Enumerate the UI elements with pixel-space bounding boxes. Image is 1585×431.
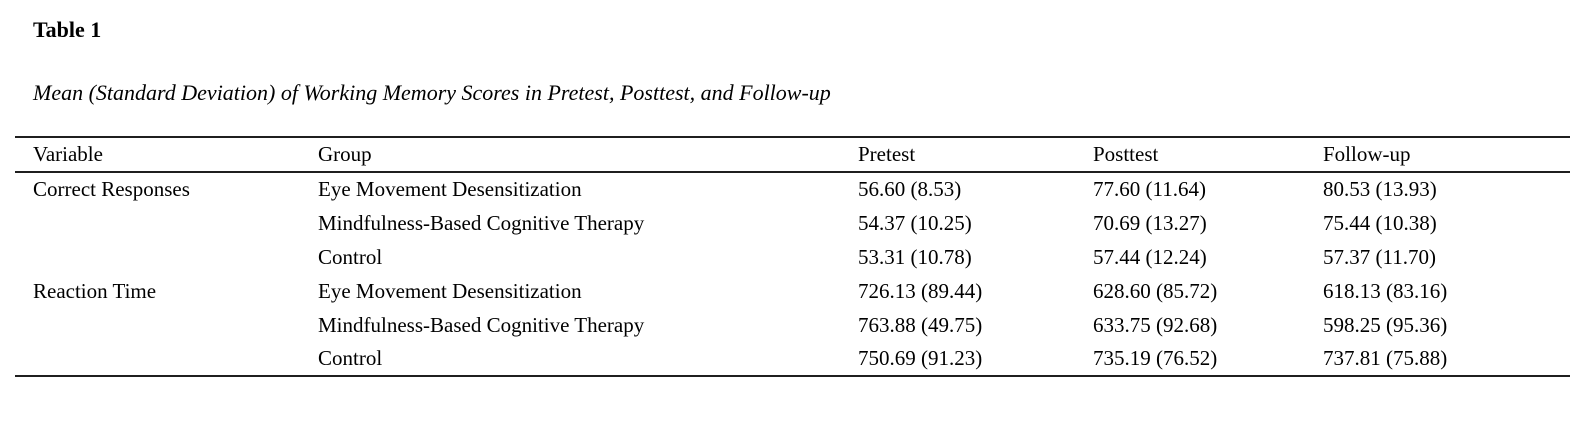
cell-pretest: 54.37 (10.25) (858, 210, 972, 235)
cell-posttest: 57.44 (12.24) (1093, 244, 1207, 269)
cell-posttest: 628.60 (85.72) (1093, 278, 1218, 303)
document-page: Table 1 Mean (Standard Deviation) of Wor… (0, 17, 1585, 431)
cell-group: Mindfulness-Based Cognitive Therapy (318, 312, 645, 337)
cell-group: Eye Movement Desensitization (318, 177, 582, 201)
cell-group: Eye Movement Desensitization (318, 278, 582, 303)
table-row: Reaction Time Eye Movement Desensitizati… (15, 274, 1570, 308)
cell-posttest: 70.69 (13.27) (1093, 210, 1207, 235)
cell-variable (15, 206, 300, 240)
cell-pretest: 53.31 (10.78) (858, 244, 972, 269)
column-header-group: Group (300, 137, 840, 173)
cell-followup: 57.37 (11.70) (1323, 244, 1436, 269)
cell-followup: 598.25 (95.36) (1323, 312, 1448, 337)
table-row: Mindfulness-Based Cognitive Therapy 763.… (15, 308, 1570, 342)
table-caption: Mean (Standard Deviation) of Working Mem… (33, 80, 831, 105)
cell-variable (15, 240, 300, 274)
cell-pretest: 726.13 (89.44) (858, 278, 983, 303)
cell-variable: Reaction Time (33, 278, 157, 303)
table-row: Correct Responses Eye Movement Desensiti… (15, 172, 1570, 206)
table-row: Control 53.31 (10.78) 57.44 (12.24) 57.3… (15, 240, 1570, 274)
cell-pretest: 56.60 (8.53) (858, 177, 962, 201)
cell-posttest: 633.75 (92.68) (1093, 312, 1218, 337)
column-header-posttest: Posttest (1075, 137, 1305, 173)
cell-group: Control (318, 244, 383, 269)
cell-variable (15, 342, 300, 376)
header-row: Variable Group Pretest Posttest Follow-u… (15, 137, 1570, 173)
table-row: Control 750.69 (91.23) 735.19 (76.52) 73… (15, 342, 1570, 376)
cell-followup: 80.53 (13.93) (1323, 177, 1437, 201)
cell-group: Mindfulness-Based Cognitive Therapy (318, 210, 645, 235)
cell-followup: 618.13 (83.16) (1323, 278, 1448, 303)
cell-pretest: 763.88 (49.75) (858, 312, 983, 337)
column-header-variable: Variable (15, 137, 300, 173)
column-header-followup: Follow-up (1305, 137, 1570, 173)
cell-variable: Correct Responses (33, 177, 190, 201)
cell-followup: 737.81 (75.88) (1323, 346, 1448, 370)
cell-posttest: 735.19 (76.52) (1093, 346, 1218, 370)
cell-variable (15, 308, 300, 342)
table-row: Mindfulness-Based Cognitive Therapy 54.3… (15, 206, 1570, 240)
cell-followup: 75.44 (10.38) (1323, 210, 1437, 235)
data-table: Variable Group Pretest Posttest Follow-u… (15, 136, 1570, 377)
cell-pretest: 750.69 (91.23) (858, 346, 983, 370)
cell-group: Control (318, 346, 383, 370)
cell-posttest: 77.60 (11.64) (1093, 177, 1206, 201)
column-header-pretest: Pretest (840, 137, 1075, 173)
table-label: Table 1 (33, 17, 102, 42)
